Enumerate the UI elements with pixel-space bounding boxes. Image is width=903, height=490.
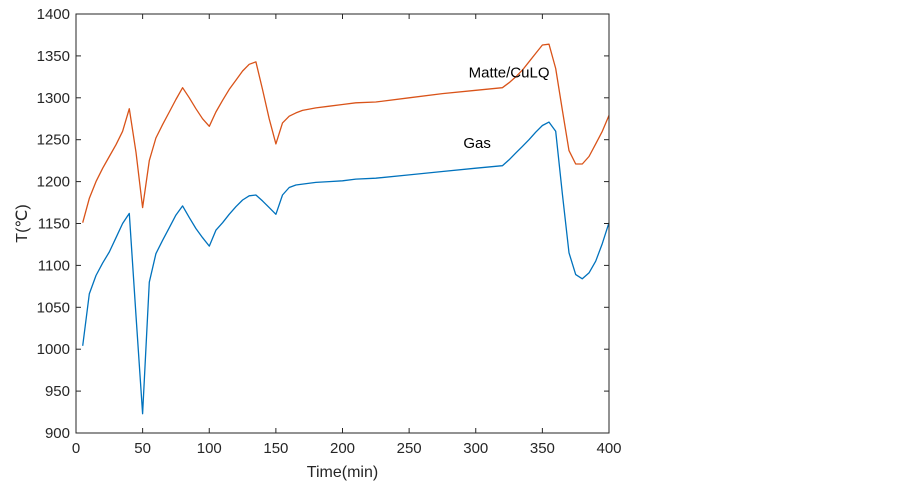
x-tick-label: 200 bbox=[330, 440, 355, 457]
x-tick-label: 50 bbox=[134, 440, 151, 457]
series-layer bbox=[82, 43, 610, 415]
ticks-layer: 0 50 100 150 200 250 300 350 400 900 950 1000 1050 11… bbox=[37, 6, 622, 457]
x-tick-label: 250 bbox=[397, 440, 422, 457]
y-tick-label: 1350 bbox=[37, 48, 70, 65]
x-axis-label: Time(min) bbox=[307, 464, 378, 481]
y-tick-label: 1300 bbox=[37, 90, 70, 107]
x-tick-label: 0 bbox=[72, 440, 80, 457]
y-tick-label: 1250 bbox=[37, 132, 70, 149]
y-tick-label: 950 bbox=[45, 383, 70, 400]
y-tick-label: 1000 bbox=[37, 341, 70, 358]
x-tick-label: 150 bbox=[263, 440, 288, 457]
x-tick-label: 400 bbox=[596, 440, 621, 457]
y-tick-label: 1100 bbox=[38, 257, 70, 274]
x-tick-label: 350 bbox=[530, 440, 555, 457]
x-tick-label: 100 bbox=[197, 440, 222, 457]
annotation-label: Matte/CuLQ bbox=[469, 65, 550, 82]
y-tick-label: 1150 bbox=[38, 216, 70, 233]
x-tick-label: 300 bbox=[463, 440, 488, 457]
y-tick-label: 1400 bbox=[37, 6, 70, 23]
series-line-gas bbox=[82, 121, 610, 415]
y-axis-label: T(℃) bbox=[14, 204, 31, 242]
plot-area bbox=[76, 14, 609, 433]
y-tick-label: 1200 bbox=[37, 174, 70, 191]
annotation-label: Gas bbox=[463, 135, 491, 152]
y-tick-label: 1050 bbox=[37, 299, 70, 316]
series-line-matte-culq bbox=[82, 43, 610, 223]
y-tick-label: 900 bbox=[45, 425, 70, 442]
annotations-layer: Matte/CuLQ Gas bbox=[463, 65, 549, 152]
